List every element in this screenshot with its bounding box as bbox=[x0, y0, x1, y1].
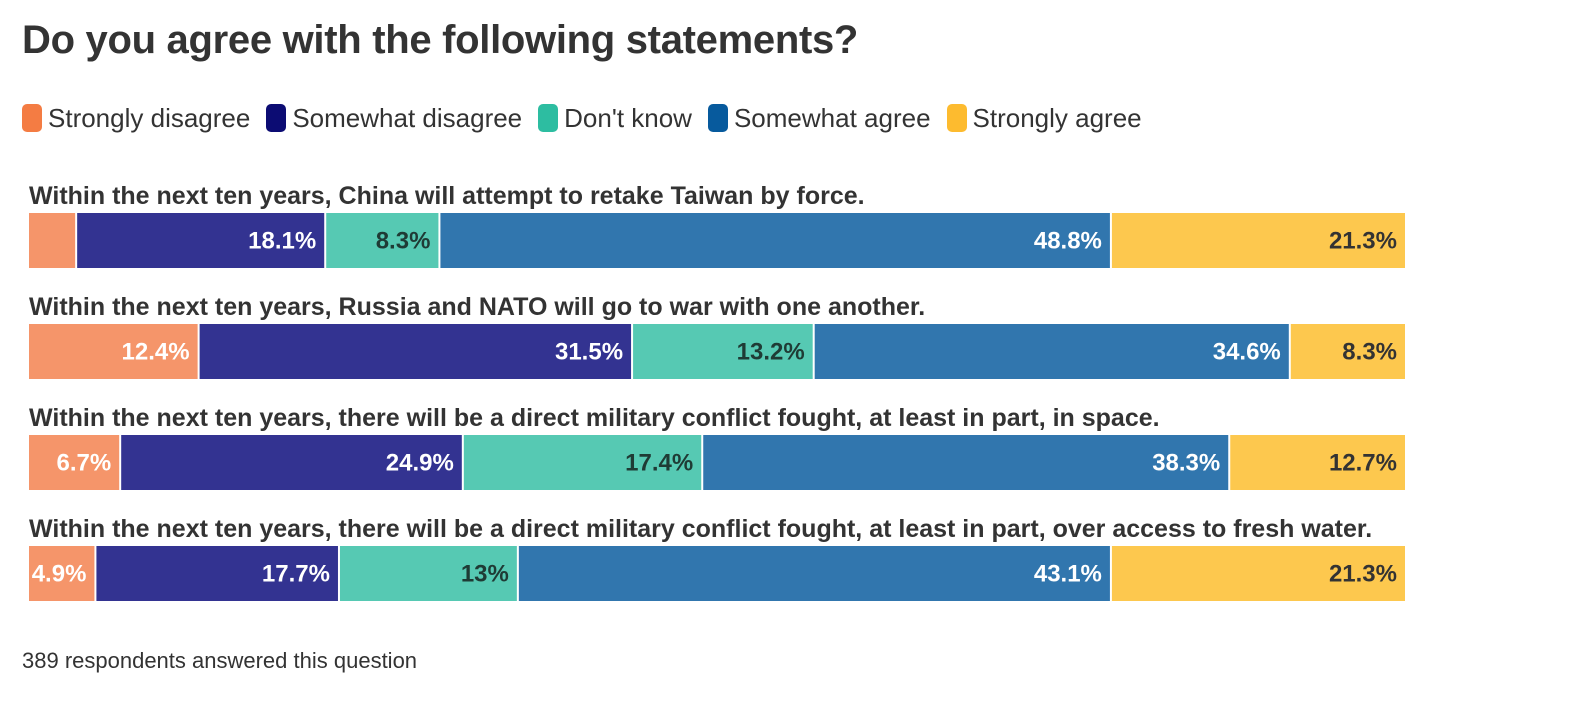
data-label: 8.3% bbox=[376, 228, 431, 255]
data-label: 24.9% bbox=[386, 450, 454, 477]
data-label: 34.6% bbox=[1213, 339, 1281, 366]
bar-segment bbox=[96, 546, 338, 601]
bar-segment bbox=[633, 324, 813, 379]
bar-segment bbox=[703, 435, 1229, 490]
bar-segment bbox=[121, 435, 462, 490]
row-label: Within the next ten years, there will be… bbox=[29, 515, 1372, 543]
bar-segment bbox=[440, 213, 1110, 268]
data-label: 17.7% bbox=[262, 561, 330, 588]
data-label: 21.3% bbox=[1329, 228, 1397, 255]
data-label: 6.7% bbox=[56, 450, 111, 477]
bar-segment bbox=[29, 324, 198, 379]
data-label: 31.5% bbox=[555, 339, 623, 366]
legend-swatch bbox=[538, 104, 559, 132]
data-label: 48.8% bbox=[1034, 228, 1102, 255]
row-label: Within the next ten years, China will at… bbox=[29, 182, 865, 210]
bar-segment bbox=[814, 324, 1289, 379]
bar-segment bbox=[199, 324, 632, 379]
bar-segment bbox=[1111, 213, 1405, 268]
bar-segment bbox=[463, 435, 702, 490]
legend-item: Strongly agree bbox=[946, 102, 1142, 134]
legend-swatch bbox=[22, 104, 42, 132]
legend-item: Somewhat disagree bbox=[266, 103, 522, 134]
data-label: 43.1% bbox=[1034, 561, 1102, 588]
bar-segment bbox=[1111, 546, 1405, 601]
legend-label: Somewhat agree bbox=[733, 102, 931, 133]
legend: Strongly disagree Somewhat disagree Don't … bbox=[22, 102, 1158, 134]
respondents-footnote: 389 respondents answered this question bbox=[22, 648, 418, 673]
legend-item: Strongly disagree bbox=[22, 103, 250, 134]
data-label: 4.9% bbox=[32, 561, 87, 588]
data-label: 12.7% bbox=[1329, 450, 1397, 477]
data-label: 13.2% bbox=[737, 339, 805, 366]
chart-title: Do you agree with the following statemen… bbox=[22, 18, 859, 62]
bar-segment bbox=[29, 435, 120, 490]
data-label: 38.3% bbox=[1152, 450, 1220, 477]
legend-label: Strongly agree bbox=[972, 102, 1142, 133]
row-label: Within the next ten years, Russia and NA… bbox=[29, 293, 925, 321]
bar-segment bbox=[29, 213, 76, 268]
bar-segment bbox=[1230, 435, 1405, 490]
bar-segment bbox=[518, 546, 1110, 601]
legend-label: Somewhat disagree bbox=[292, 102, 523, 133]
legend-label: Don't know bbox=[564, 102, 692, 133]
row-label: Within the next ten years, there will be… bbox=[29, 404, 1160, 432]
legend-item: Don't know bbox=[538, 103, 692, 134]
bar-segment bbox=[326, 213, 439, 268]
bar-segment bbox=[29, 546, 95, 601]
data-label: 21.3% bbox=[1329, 561, 1397, 588]
bar-segment bbox=[1290, 324, 1405, 379]
bar-segment bbox=[339, 546, 517, 601]
data-label: 13% bbox=[461, 561, 509, 588]
chart-plot-area: Within the next ten years, China will at… bbox=[29, 182, 1405, 601]
legend-swatch bbox=[266, 104, 287, 132]
data-label: 8.3% bbox=[1342, 339, 1397, 366]
bar-segment bbox=[77, 213, 325, 268]
legend-label: Strongly disagree bbox=[48, 102, 251, 133]
data-label: 18.1% bbox=[248, 228, 316, 255]
legend-swatch bbox=[946, 104, 967, 132]
data-label: 17.4% bbox=[625, 450, 693, 477]
legend-swatch bbox=[707, 104, 728, 132]
legend-item: Somewhat agree bbox=[707, 102, 931, 134]
data-label: 12.4% bbox=[122, 339, 190, 366]
